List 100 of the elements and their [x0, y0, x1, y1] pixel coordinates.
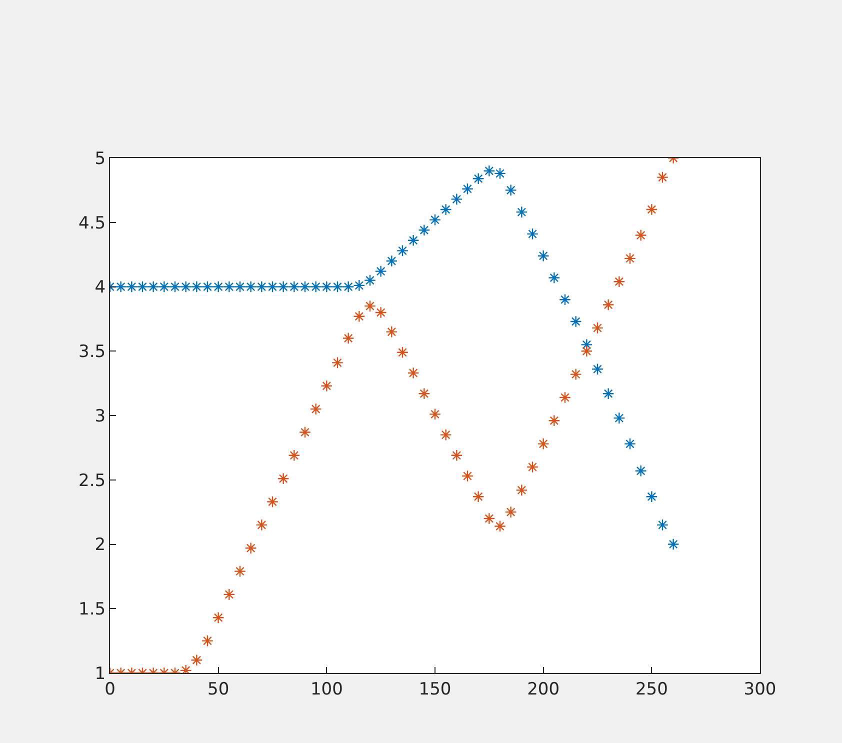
point: [634, 464, 647, 477]
point: [364, 300, 376, 312]
y-tick-label: 1.5: [78, 600, 106, 620]
point: [147, 280, 160, 293]
y-tick-label: 4.5: [78, 213, 106, 234]
point: [634, 229, 647, 242]
point: [483, 512, 496, 524]
point: [646, 204, 658, 216]
point: [472, 172, 484, 185]
point: [234, 565, 246, 578]
point: [310, 403, 322, 416]
point: [504, 184, 517, 196]
point: [396, 346, 408, 358]
point: [244, 280, 257, 293]
point: [256, 518, 268, 531]
point: [234, 280, 246, 293]
x-tick-label: 200: [527, 679, 560, 700]
point: [602, 298, 614, 311]
point: [202, 634, 214, 647]
x-tick-label: 150: [418, 679, 452, 700]
point: [332, 280, 344, 293]
point: [440, 428, 452, 441]
point: [656, 171, 668, 184]
point: [299, 426, 311, 438]
point: [462, 182, 474, 195]
point: [580, 345, 593, 358]
point: [559, 391, 571, 404]
y-tick-label: 2.5: [78, 470, 106, 491]
point: [592, 322, 604, 334]
point: [396, 244, 408, 257]
point: [114, 280, 127, 293]
point: [299, 280, 311, 293]
point: [353, 310, 366, 322]
point: [320, 280, 333, 293]
point: [180, 280, 192, 293]
point: [256, 280, 268, 293]
y-tick-label: 1: [94, 664, 106, 684]
point: [418, 224, 430, 236]
point: [353, 279, 366, 292]
point: [472, 490, 484, 503]
point: [288, 280, 300, 293]
point: [483, 164, 496, 177]
point: [580, 338, 593, 351]
point: [277, 472, 290, 485]
x-tick-label: 100: [310, 679, 343, 700]
y-tick-label: 5: [94, 148, 106, 169]
point: [212, 280, 224, 293]
point: [516, 484, 528, 496]
point: [537, 250, 550, 262]
point: [429, 408, 441, 420]
point: [624, 438, 636, 450]
point: [592, 363, 604, 376]
x-tick-label: 50: [208, 679, 230, 700]
point: [223, 588, 236, 600]
point: [407, 234, 420, 246]
point: [504, 506, 517, 518]
point: [223, 280, 236, 293]
point: [407, 367, 420, 380]
point: [516, 206, 528, 218]
point: [494, 167, 506, 180]
point: [386, 255, 398, 267]
point: [288, 449, 300, 462]
point: [190, 654, 203, 666]
y-tick-label: 3: [94, 406, 106, 426]
point: [342, 332, 354, 344]
point: [613, 412, 626, 424]
y-tick-label: 3.5: [78, 342, 106, 362]
point: [342, 280, 354, 293]
point: [202, 280, 214, 293]
point: [526, 461, 538, 473]
point: [332, 356, 344, 369]
point: [559, 294, 571, 306]
point: [374, 265, 387, 278]
y-tick-label: 4: [94, 278, 106, 298]
y-tick-label: 2: [94, 535, 106, 556]
point: [667, 538, 680, 550]
point: [462, 470, 474, 482]
point: [548, 272, 560, 284]
point: [266, 496, 278, 508]
point: [320, 380, 333, 392]
point: [624, 252, 636, 264]
point: [386, 326, 398, 338]
point: [374, 306, 387, 318]
point: [244, 542, 257, 554]
point: [136, 280, 148, 293]
point: [212, 612, 224, 624]
point: [570, 316, 582, 328]
point: [450, 193, 463, 206]
point: [646, 490, 658, 503]
point: [418, 388, 430, 400]
point: [440, 204, 452, 216]
point: [613, 276, 626, 288]
point: [158, 280, 170, 293]
point: [429, 214, 441, 226]
point: [169, 280, 181, 293]
point: [602, 388, 614, 400]
x-tick-label: 0: [104, 679, 116, 700]
point: [656, 518, 668, 531]
x-tick-label: 300: [744, 679, 776, 700]
point: [537, 438, 550, 450]
